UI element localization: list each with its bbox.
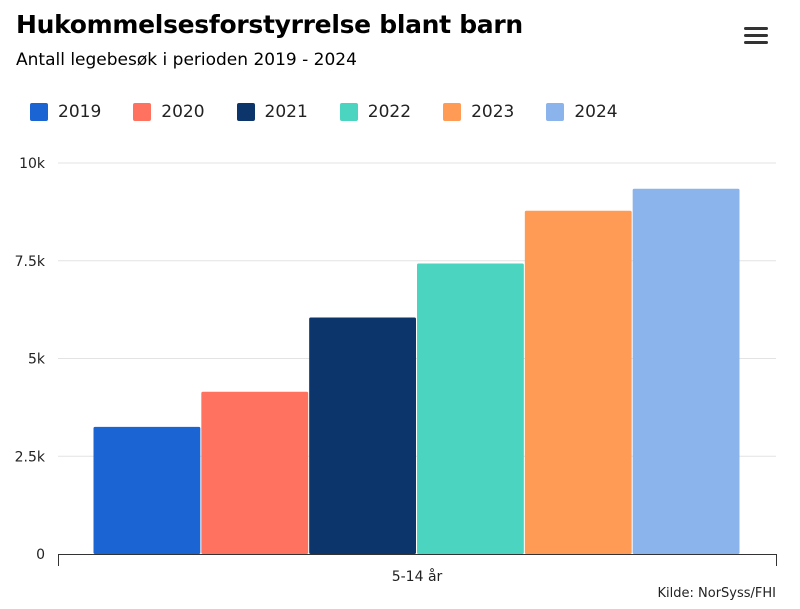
bar-2021[interactable]	[309, 317, 416, 554]
chart-subtitle: Antall legebesøk i perioden 2019 - 2024	[16, 50, 357, 70]
bar-2024[interactable]	[632, 188, 740, 554]
legend-swatch	[133, 103, 152, 121]
legend-swatch	[443, 103, 462, 121]
y-tick-label: 10k	[19, 156, 46, 172]
y-tick-label: 0	[36, 547, 45, 563]
bar-2023[interactable]	[524, 210, 632, 554]
legend-label: 2023	[471, 102, 515, 122]
legend-item-2023[interactable]: 2023	[443, 102, 514, 122]
legend-swatch	[546, 103, 565, 121]
y-tick-label: 7.5k	[15, 254, 46, 270]
legend-label: 2022	[367, 102, 412, 122]
y-axis-ticks: 0 2.5k 5k 7.5k 10k	[15, 156, 46, 563]
bar-2022[interactable]	[417, 263, 524, 554]
bar-2019[interactable]	[93, 426, 201, 554]
legend-item-2019[interactable]: 2019	[30, 102, 101, 122]
legend-item-2020[interactable]: 2020	[133, 102, 205, 122]
y-tick-label: 2.5k	[15, 449, 46, 465]
legend-item-2022[interactable]: 2022	[339, 102, 412, 122]
legend-label: 2021	[264, 102, 308, 122]
legend-item-2021[interactable]: 2021	[236, 102, 308, 122]
chart-legend: 2019 2020 2021 2022 2023 2024	[30, 100, 650, 124]
legend-label: 2024	[574, 102, 618, 122]
chart-title: Hukommelsesforstyrrelse blant barn	[16, 10, 523, 39]
legend-swatch	[236, 103, 255, 121]
legend-item-2024[interactable]: 2024	[546, 102, 618, 122]
legend-label: 2019	[58, 102, 102, 122]
x-axis: 5-14 år	[58, 554, 777, 585]
legend-swatch	[339, 103, 358, 121]
bar-series	[93, 188, 740, 554]
x-category-label: 5-14 år	[392, 568, 443, 585]
legend-label: 2020	[161, 102, 205, 122]
legend-swatch	[30, 103, 48, 121]
bar-2020[interactable]	[201, 391, 309, 554]
hamburger-menu-icon[interactable]	[740, 22, 772, 50]
y-tick-label: 5k	[28, 352, 46, 368]
source-credit: Kilde: NorSyss/FHI	[657, 586, 777, 601]
